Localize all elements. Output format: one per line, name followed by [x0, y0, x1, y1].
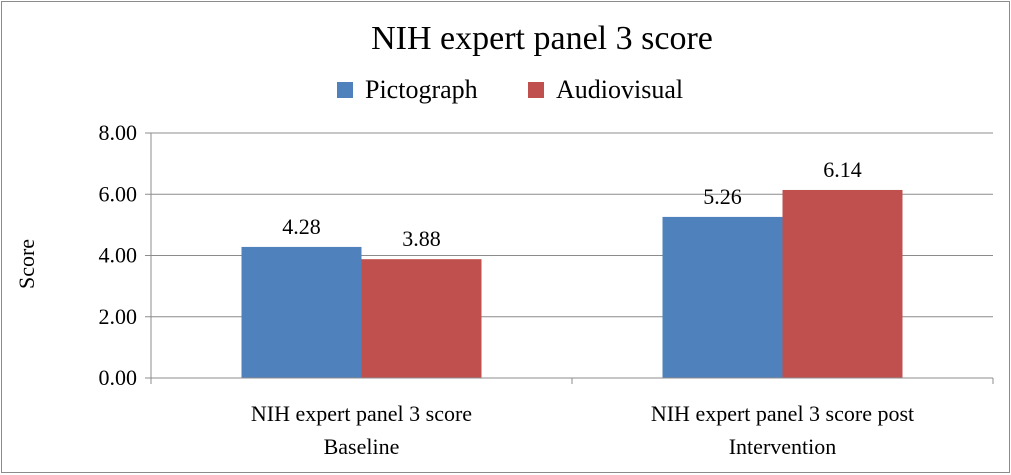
legend-label: Pictograph — [365, 75, 478, 104]
data-label: 3.88 — [402, 226, 441, 251]
y-axis-ticks: 0.00 2.00 4.00 6.00 8.00 — [99, 120, 151, 390]
bar — [361, 259, 482, 378]
bar — [662, 216, 783, 378]
x-axis-labels: NIH expert panel 3 score Baseline NIH expe… — [251, 401, 914, 459]
data-label: 5.26 — [703, 184, 742, 209]
data-label: 4.28 — [282, 214, 321, 239]
chart-title: NIH expert panel 3 score — [371, 20, 713, 57]
x-tick-label: NIH expert panel 3 score post — [651, 401, 914, 426]
bar — [241, 246, 362, 378]
legend: Pictograph Audiovisual — [337, 75, 683, 104]
y-tick-label: 2.00 — [99, 304, 138, 329]
y-tick-label: 6.00 — [99, 181, 138, 206]
legend-item: Audiovisual — [528, 75, 683, 104]
y-tick-label: 0.00 — [99, 365, 138, 390]
y-tick-label: 8.00 — [99, 120, 138, 145]
y-tick-label: 4.00 — [99, 243, 138, 268]
legend-swatch — [528, 82, 544, 98]
legend-item: Pictograph — [337, 75, 478, 104]
x-tick-label: Intervention — [729, 434, 837, 459]
y-axis-label: Score — [14, 239, 39, 289]
bars: 4.28 3.88 5.26 6.14 — [241, 157, 903, 378]
axes — [150, 133, 994, 384]
data-label: 6.14 — [823, 157, 862, 182]
legend-swatch — [337, 82, 353, 98]
bar — [782, 189, 903, 378]
x-tick-label: Baseline — [324, 434, 400, 459]
x-tick-label: NIH expert panel 3 score — [251, 401, 472, 426]
legend-label: Audiovisual — [556, 75, 683, 104]
